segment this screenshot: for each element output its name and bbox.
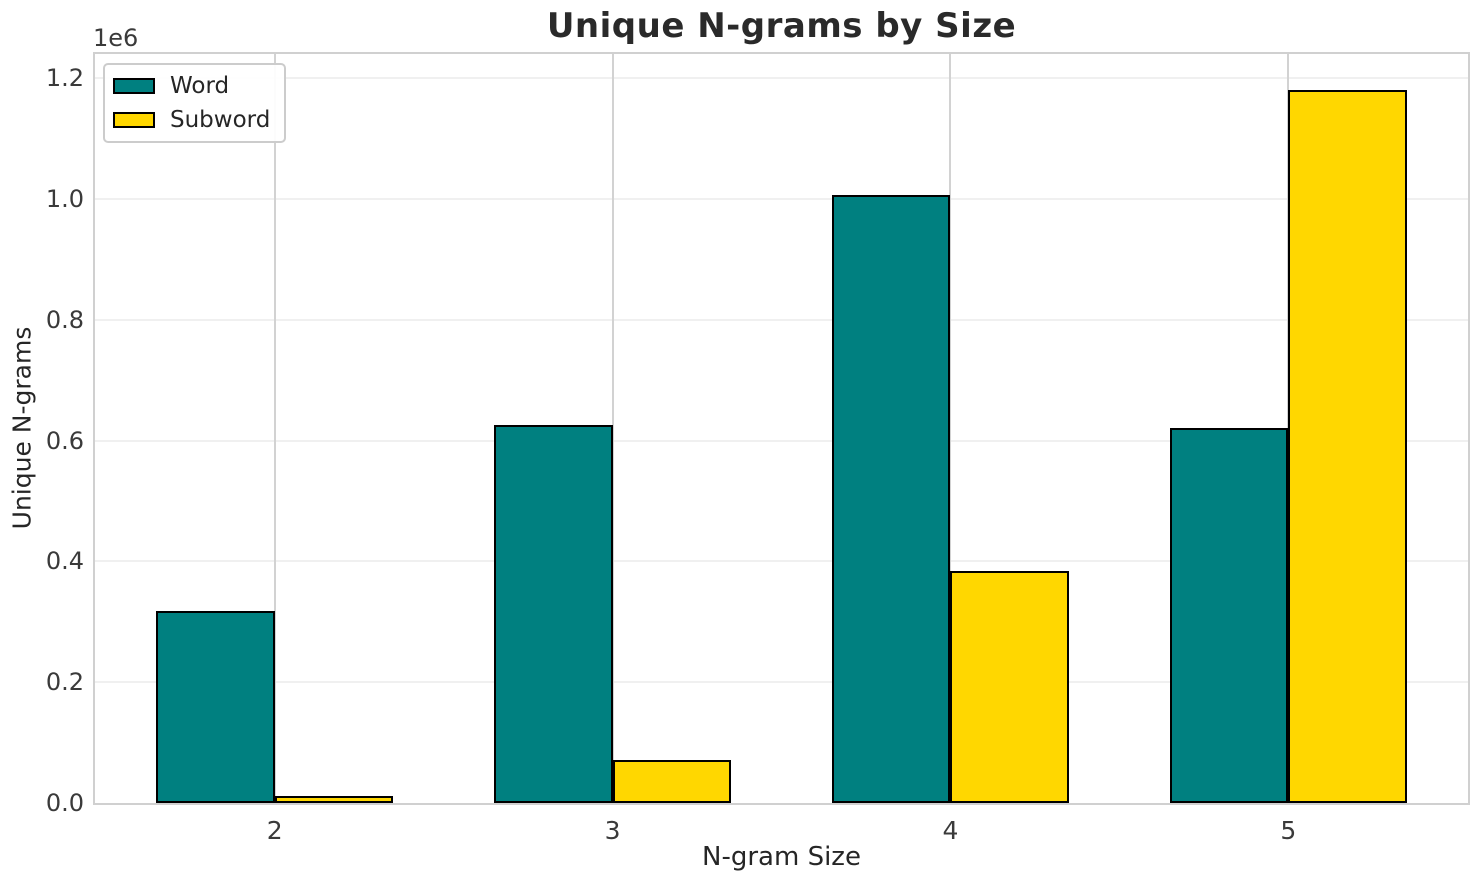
x-axis-label: N-gram Size (702, 842, 861, 872)
gridline-horizontal (95, 77, 1468, 80)
gridline-horizontal (95, 681, 1468, 684)
plot-area: Word Subword (93, 52, 1470, 805)
legend-entry-word: Word (113, 73, 270, 99)
bar-word-n3 (494, 425, 613, 803)
legend-swatch-subword (113, 112, 155, 128)
legend-entry-subword: Subword (113, 107, 270, 133)
gridline-horizontal (95, 318, 1468, 321)
x-tick-label: 5 (1280, 816, 1297, 845)
y-tick-label: 1.2 (45, 64, 84, 93)
bar-subword-n4 (950, 571, 1069, 803)
y-tick-label: 1.0 (45, 184, 84, 213)
gridline-vertical (611, 54, 614, 803)
gridline-vertical (949, 54, 952, 803)
bar-subword-n2 (274, 796, 393, 803)
x-tick-label: 4 (942, 816, 959, 845)
x-tick-label: 2 (266, 816, 283, 845)
x-tick-label: 3 (604, 816, 621, 845)
bar-word-n5 (1170, 428, 1289, 803)
y-axis-offset-label: 1e6 (93, 24, 139, 52)
legend-label-word: Word (170, 73, 230, 99)
gridline-horizontal (95, 439, 1468, 442)
bar-word-n4 (832, 195, 951, 803)
gridline-horizontal (95, 197, 1468, 200)
legend-swatch-word (113, 78, 155, 94)
legend: Word Subword (103, 63, 287, 143)
bar-subword-n5 (1288, 90, 1407, 803)
bar-word-n2 (156, 611, 275, 803)
bar-subword-n3 (612, 760, 731, 803)
y-tick-label: 0.2 (45, 668, 84, 697)
gridline-vertical (273, 54, 276, 803)
y-tick-label: 0.4 (45, 547, 84, 576)
legend-label-subword: Subword (170, 107, 271, 133)
y-tick-label: 0.8 (45, 305, 84, 334)
y-tick-label: 0.6 (45, 426, 84, 455)
chart-title: Unique N-grams by Size (546, 6, 1017, 46)
y-tick-label: 0.0 (45, 789, 84, 817)
gridline-horizontal (95, 560, 1468, 563)
y-axis-label: Unique N-grams (7, 326, 37, 530)
